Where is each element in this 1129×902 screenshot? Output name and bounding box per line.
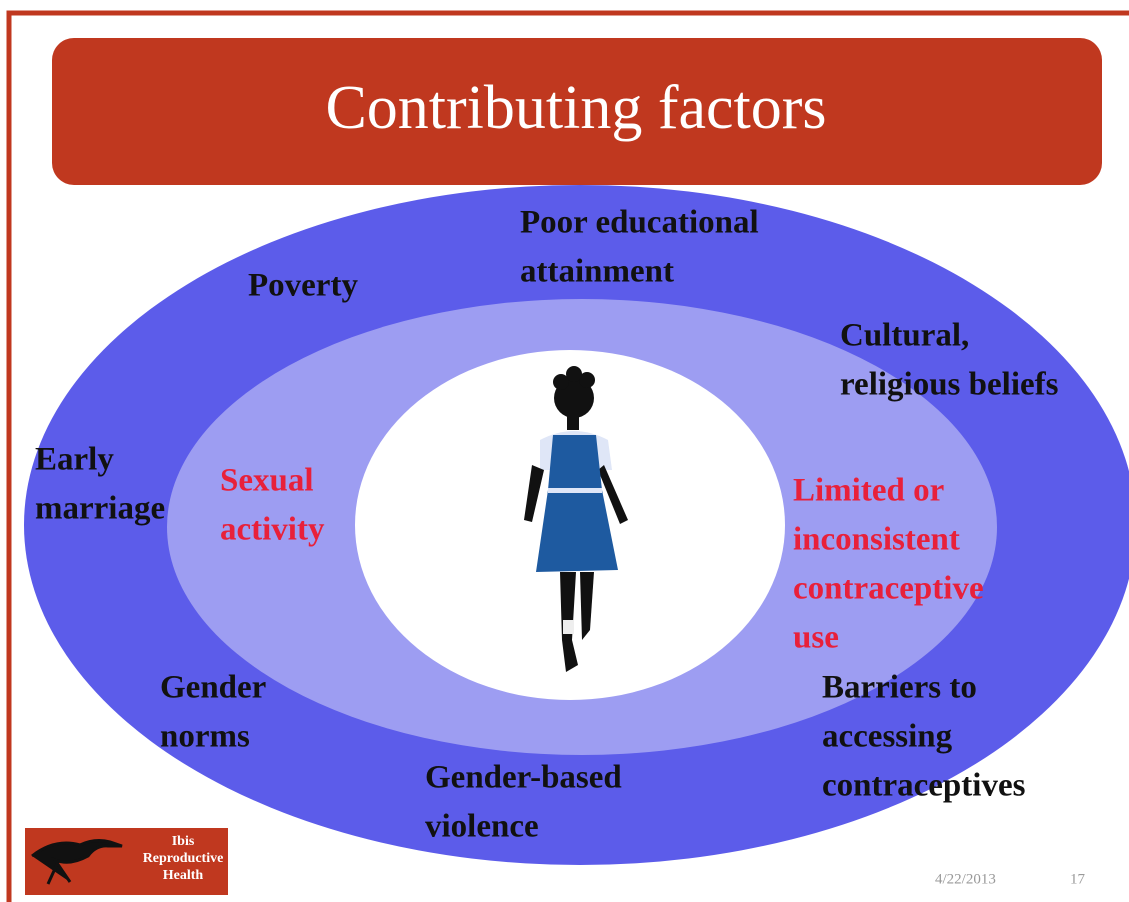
- outer-factor: attainment: [520, 254, 674, 290]
- outer-factor: violence: [425, 809, 539, 845]
- outer-factor: contraceptives: [822, 768, 1026, 804]
- outer-factor: marriage: [35, 491, 165, 527]
- outer-factor: norms: [160, 719, 250, 755]
- inner-factor: use: [793, 620, 839, 656]
- inner-factor: activity: [220, 512, 325, 548]
- slide: Contributing factors Poor educational att…: [0, 0, 1129, 902]
- outer-factor: Gender-based: [425, 760, 622, 796]
- inner-factor: Sexual: [220, 463, 314, 499]
- logo-line: Ibis: [172, 834, 195, 849]
- outer-factor: accessing: [822, 719, 953, 755]
- outer-factor: Gender: [160, 670, 266, 706]
- outer-factor: religious beliefs: [840, 367, 1059, 403]
- outer-factor: Poverty: [248, 268, 358, 304]
- outer-factor: Early: [35, 442, 114, 478]
- logo-line: Health: [163, 868, 204, 883]
- outer-factor: Barriers to: [822, 670, 977, 706]
- footer-date: 4/22/2013: [935, 871, 996, 887]
- inner-factor: inconsistent: [793, 522, 960, 558]
- inner-factor: Limited or: [793, 473, 944, 509]
- logo-line: Reproductive: [143, 851, 224, 866]
- footer-page: 17: [1070, 871, 1086, 887]
- outer-factor: Poor educational: [520, 205, 759, 241]
- title: Contributing factors: [325, 74, 826, 142]
- inner-factor: contraceptive: [793, 571, 984, 607]
- outer-factor: Cultural,: [840, 318, 969, 354]
